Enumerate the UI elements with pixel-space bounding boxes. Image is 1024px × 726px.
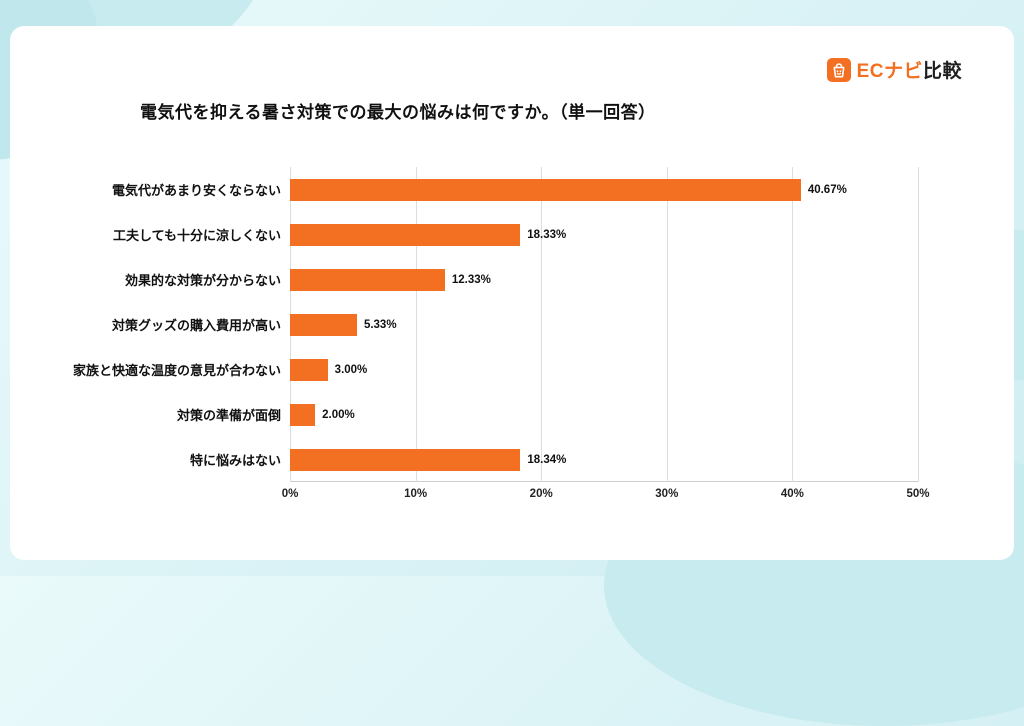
x-tick-label: 30%	[655, 488, 679, 500]
x-tick-label: 50%	[906, 488, 930, 500]
brand-suffix: 比較	[922, 61, 962, 82]
bar-value-label: 3.00%	[334, 363, 368, 376]
category-labels: 電気代があまり安くならない 工夫しても十分に涼しくない効果的な対策が分からない対策…	[10, 167, 290, 506]
category-label: 対策の準備が面倒	[176, 408, 281, 423]
bar-value-label: 18.34%	[527, 453, 567, 466]
x-axis-ticks: 0% 10% 20% 30% 40% 50%	[282, 482, 930, 506]
x-tick-label: 0%	[281, 488, 299, 500]
bar-row: 2.00%	[290, 392, 918, 437]
gridline	[541, 167, 543, 482]
bar-value-label: 40.67%	[807, 183, 847, 196]
bar	[290, 403, 316, 426]
bar-row: 3.00%	[290, 347, 918, 392]
category-label: 家族と快適な温度の意見が合わない	[72, 363, 281, 378]
brand-logo: ECナビ比較	[826, 56, 962, 83]
category-label: 対策グッズの購入費用が高い	[111, 318, 281, 333]
category-label: 工夫しても十分に涼しくない	[113, 228, 281, 243]
bar	[290, 313, 357, 336]
bar-row: 18.34%	[290, 437, 918, 482]
bar-row: 5.33%	[290, 302, 918, 347]
bar	[290, 358, 328, 381]
bar-value-label: 5.33%	[363, 318, 397, 331]
bar	[290, 268, 445, 291]
brand-name: ECナビ	[856, 61, 923, 82]
chart-title: 電気代を抑える暑さ対策での最大の悩みは何ですか。（単一回答）	[140, 103, 656, 122]
gridline	[792, 167, 794, 482]
bar	[290, 448, 521, 471]
x-tick-label: 20%	[529, 488, 553, 500]
bar-row: 12.33%	[290, 257, 918, 302]
bar	[290, 178, 801, 201]
gridline	[918, 167, 919, 482]
content-card: ECナビ比較 電気代を抑える暑さ対策での最大の悩みは何ですか。（単一回答） 電気…	[10, 26, 1014, 560]
x-tick-label: 10%	[404, 488, 428, 500]
bar-value-label: 2.00%	[322, 408, 355, 421]
bar-chart: 電気代があまり安くならない 工夫しても十分に涼しくない効果的な対策が分からない対策…	[10, 167, 1014, 506]
bar	[290, 223, 521, 246]
bar-row: 40.67%	[290, 167, 918, 212]
gridline	[415, 167, 417, 482]
bar-value-label: 18.33%	[527, 228, 567, 241]
gridline	[666, 167, 668, 482]
bar-row: 18.33%	[290, 212, 918, 257]
plot-area: 40.67% 18.33% 12.33% 5.33% 3.00% 2.00% 18.34%	[290, 167, 919, 482]
plot-wrap: 40.67% 18.33% 12.33% 5.33% 3.00% 2.00% 18.34% …	[282, 167, 930, 506]
category-label: 効果的な対策が分からない	[124, 273, 281, 288]
shopping-bag-icon	[826, 57, 851, 82]
bar-value-label: 12.33%	[451, 273, 491, 286]
brand-logo-text: ECナビ比較	[857, 56, 962, 83]
x-tick-label: 40%	[780, 488, 804, 500]
category-label: 特に悩みはない	[189, 453, 281, 468]
category-label: 電気代があまり安くならない	[111, 183, 281, 198]
